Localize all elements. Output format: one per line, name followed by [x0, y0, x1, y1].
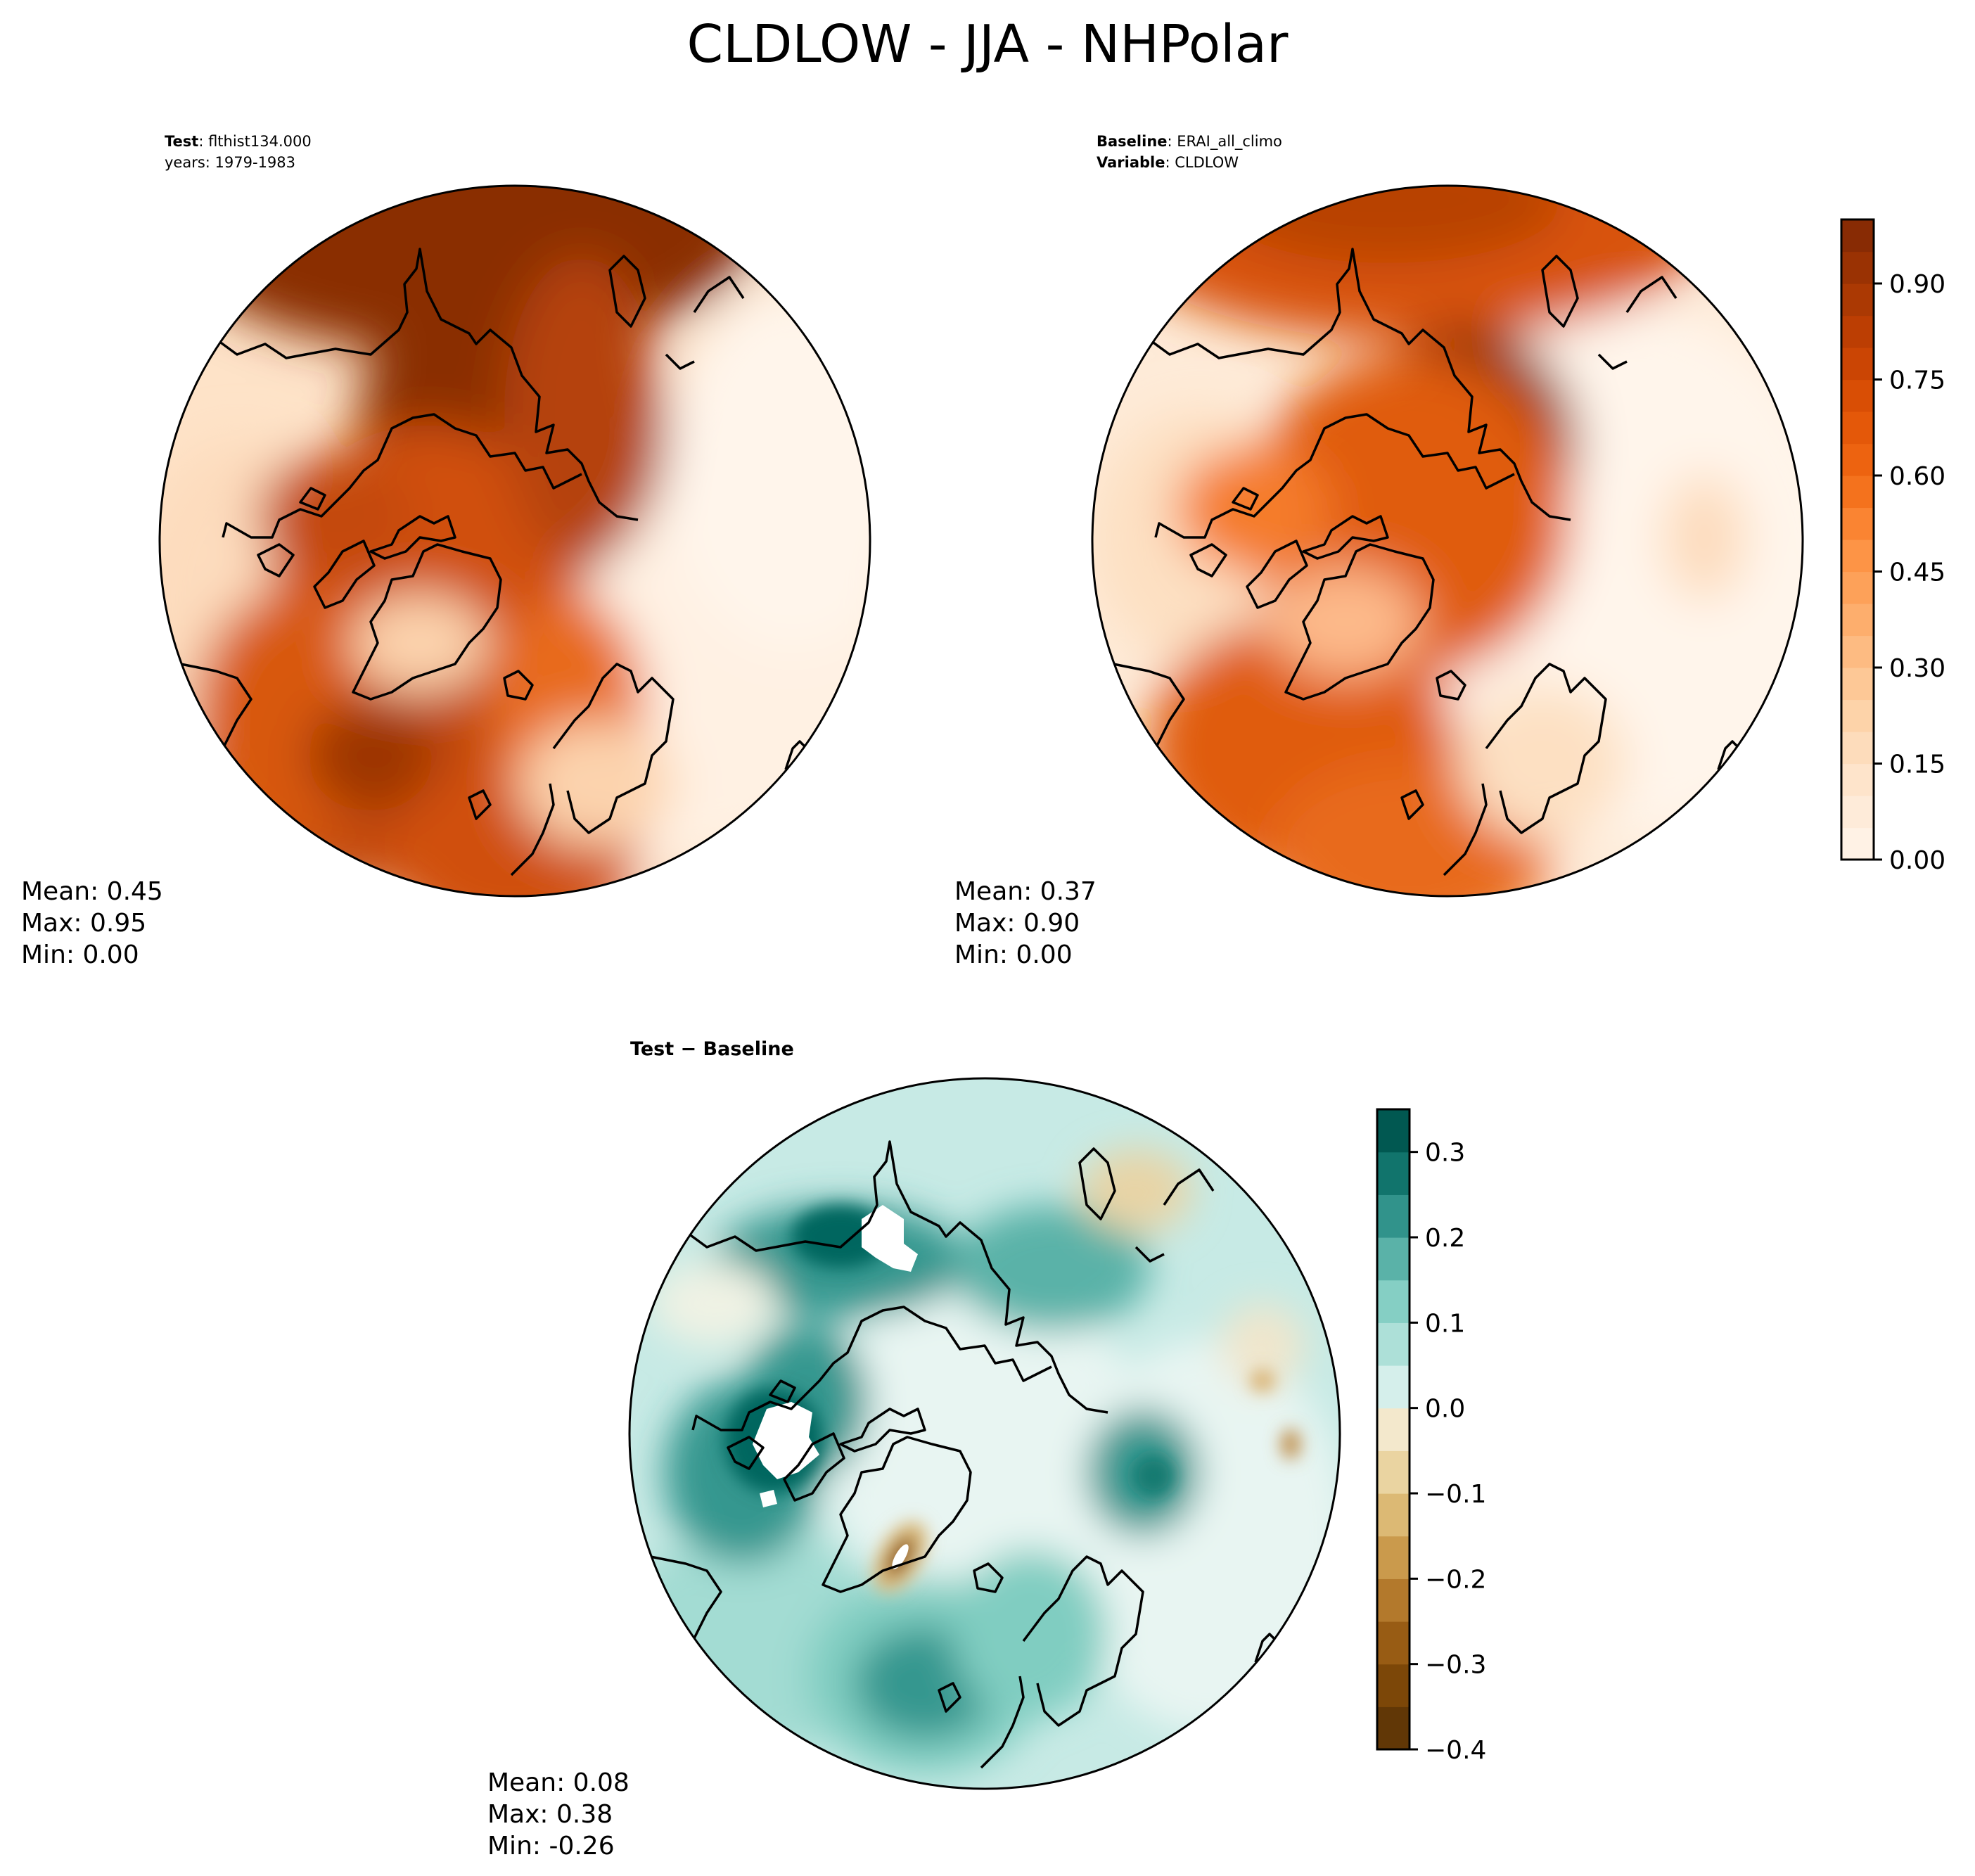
test-panel-header: Test: flthist134.000 years: 1979-1983: [165, 131, 312, 173]
diff-colorbar: −0.4 −0.3 −0.2 −0.1 0.0 0.1 0.2 0.3: [1376, 1108, 1486, 1765]
diff-colorbar-level-12: [1377, 1194, 1410, 1238]
top-colorbar-level-7: [1841, 604, 1874, 637]
diff-colorbar-level-10: [1377, 1280, 1410, 1323]
top-colorbar-level-15: [1841, 347, 1874, 381]
diff-colorbar-level-5: [1377, 1493, 1410, 1537]
diff-colorbar-level-2: [1377, 1621, 1410, 1665]
top-colorbar-level-14: [1841, 379, 1874, 412]
variable-value: : CLDLOW: [1165, 154, 1239, 171]
baseline-max: Max: 0.90: [954, 909, 1080, 938]
test-min: Min: 0.00: [21, 940, 139, 969]
top-colorbar-tick-label: 0.15: [1889, 751, 1945, 779]
top-colorbar-tick-label: 0.90: [1889, 270, 1945, 299]
top-colorbar-level-6: [1841, 635, 1874, 668]
test-mean: Mean: 0.45: [21, 877, 163, 906]
top-colorbar-level-9: [1841, 540, 1874, 573]
baseline-min: Min: 0.00: [954, 940, 1073, 969]
diff-min: Min: -0.26: [487, 1832, 615, 1861]
diff-colorbar-level-11: [1377, 1237, 1410, 1281]
test-map: [158, 184, 871, 898]
top-colorbar-tick-label: 0.30: [1889, 654, 1945, 683]
diff-colorbar-level-13: [1377, 1151, 1410, 1195]
test-max: Max: 0.95: [21, 909, 147, 938]
figure-title: CLDLOW - JJA - NHPolar: [686, 14, 1289, 75]
diff-panel-title: Test − Baseline: [630, 1038, 794, 1060]
top-colorbar-level-2: [1841, 763, 1874, 796]
top-colorbar-tick-label: 0.75: [1889, 366, 1945, 395]
top-colorbar: 0.00 0.15 0.30 0.45 0.60 0.75 0.90: [1840, 218, 1945, 875]
top-colorbar-level-10: [1841, 507, 1874, 540]
test-label: Test: [165, 133, 199, 150]
diff-colorbar-level-3: [1377, 1578, 1410, 1622]
diff-colorbar-level-4: [1377, 1536, 1410, 1579]
top-colorbar-tick-label: 0.45: [1889, 559, 1945, 587]
test-stats: Mean: 0.45 Max: 0.95 Min: 0.00: [21, 876, 163, 971]
diff-colorbar-tick-label: 0.2: [1425, 1224, 1465, 1253]
diff-colorbar-level-1: [1377, 1664, 1410, 1707]
top-colorbar-level-0: [1841, 827, 1874, 860]
baseline-mean: Mean: 0.37: [954, 877, 1097, 906]
diff-colorbar-level-8: [1377, 1365, 1410, 1409]
diff-colorbar-tick-label: 0.0: [1425, 1395, 1465, 1424]
top-colorbar-tick-label: 0.60: [1889, 462, 1945, 491]
diff-colorbar-level-6: [1377, 1450, 1410, 1494]
diff-colorbar-tick-label: −0.4: [1425, 1736, 1486, 1765]
diff-colorbar-level-7: [1377, 1408, 1410, 1451]
diff-colorbar-tick-label: 0.1: [1425, 1309, 1465, 1338]
diff-colorbar-level-14: [1377, 1109, 1410, 1153]
test-years: years: 1979-1983: [165, 154, 296, 171]
top-colorbar-level-1: [1841, 796, 1874, 829]
diff-colorbar-tick-label: 0.3: [1425, 1139, 1465, 1168]
top-colorbar-level-5: [1841, 668, 1874, 701]
top-colorbar-level-17: [1841, 283, 1874, 317]
top-colorbar-tick-label: 0.00: [1889, 846, 1945, 875]
diff-colorbar-tick-label: −0.3: [1425, 1651, 1486, 1680]
baseline-stats: Mean: 0.37 Max: 0.90 Min: 0.00: [954, 876, 1097, 971]
baseline-case: : ERAI_all_climo: [1167, 133, 1282, 150]
diff-colorbar-tick-label: −0.1: [1425, 1480, 1486, 1509]
top-colorbar-level-19: [1841, 219, 1874, 253]
diff-colorbar-tick-label: −0.2: [1425, 1565, 1486, 1594]
top-colorbar-level-12: [1841, 443, 1874, 476]
diff-colorbar-level-9: [1377, 1322, 1410, 1366]
variable-label: Variable: [1097, 154, 1165, 171]
top-colorbar-level-3: [1841, 732, 1874, 765]
top-colorbar-level-16: [1841, 315, 1874, 348]
baseline-panel-header: Baseline: ERAI_all_climo Variable: CLDLO…: [1097, 131, 1282, 173]
top-colorbar-level-18: [1841, 251, 1874, 284]
diff-mean: Mean: 0.08: [487, 1768, 629, 1797]
diff-colorbar-level-0: [1377, 1706, 1410, 1750]
top-colorbar-level-13: [1841, 411, 1874, 445]
baseline-map: [1091, 184, 1804, 898]
test-case: : flthist134.000: [198, 133, 312, 150]
diff-max: Max: 0.38: [487, 1800, 613, 1829]
top-colorbar-level-8: [1841, 571, 1874, 604]
diff-map: [628, 1077, 1341, 1790]
diff-stats: Mean: 0.08 Max: 0.38 Min: -0.26: [487, 1767, 629, 1862]
top-colorbar-level-4: [1841, 699, 1874, 732]
baseline-label: Baseline: [1097, 133, 1168, 150]
top-colorbar-level-11: [1841, 476, 1874, 509]
